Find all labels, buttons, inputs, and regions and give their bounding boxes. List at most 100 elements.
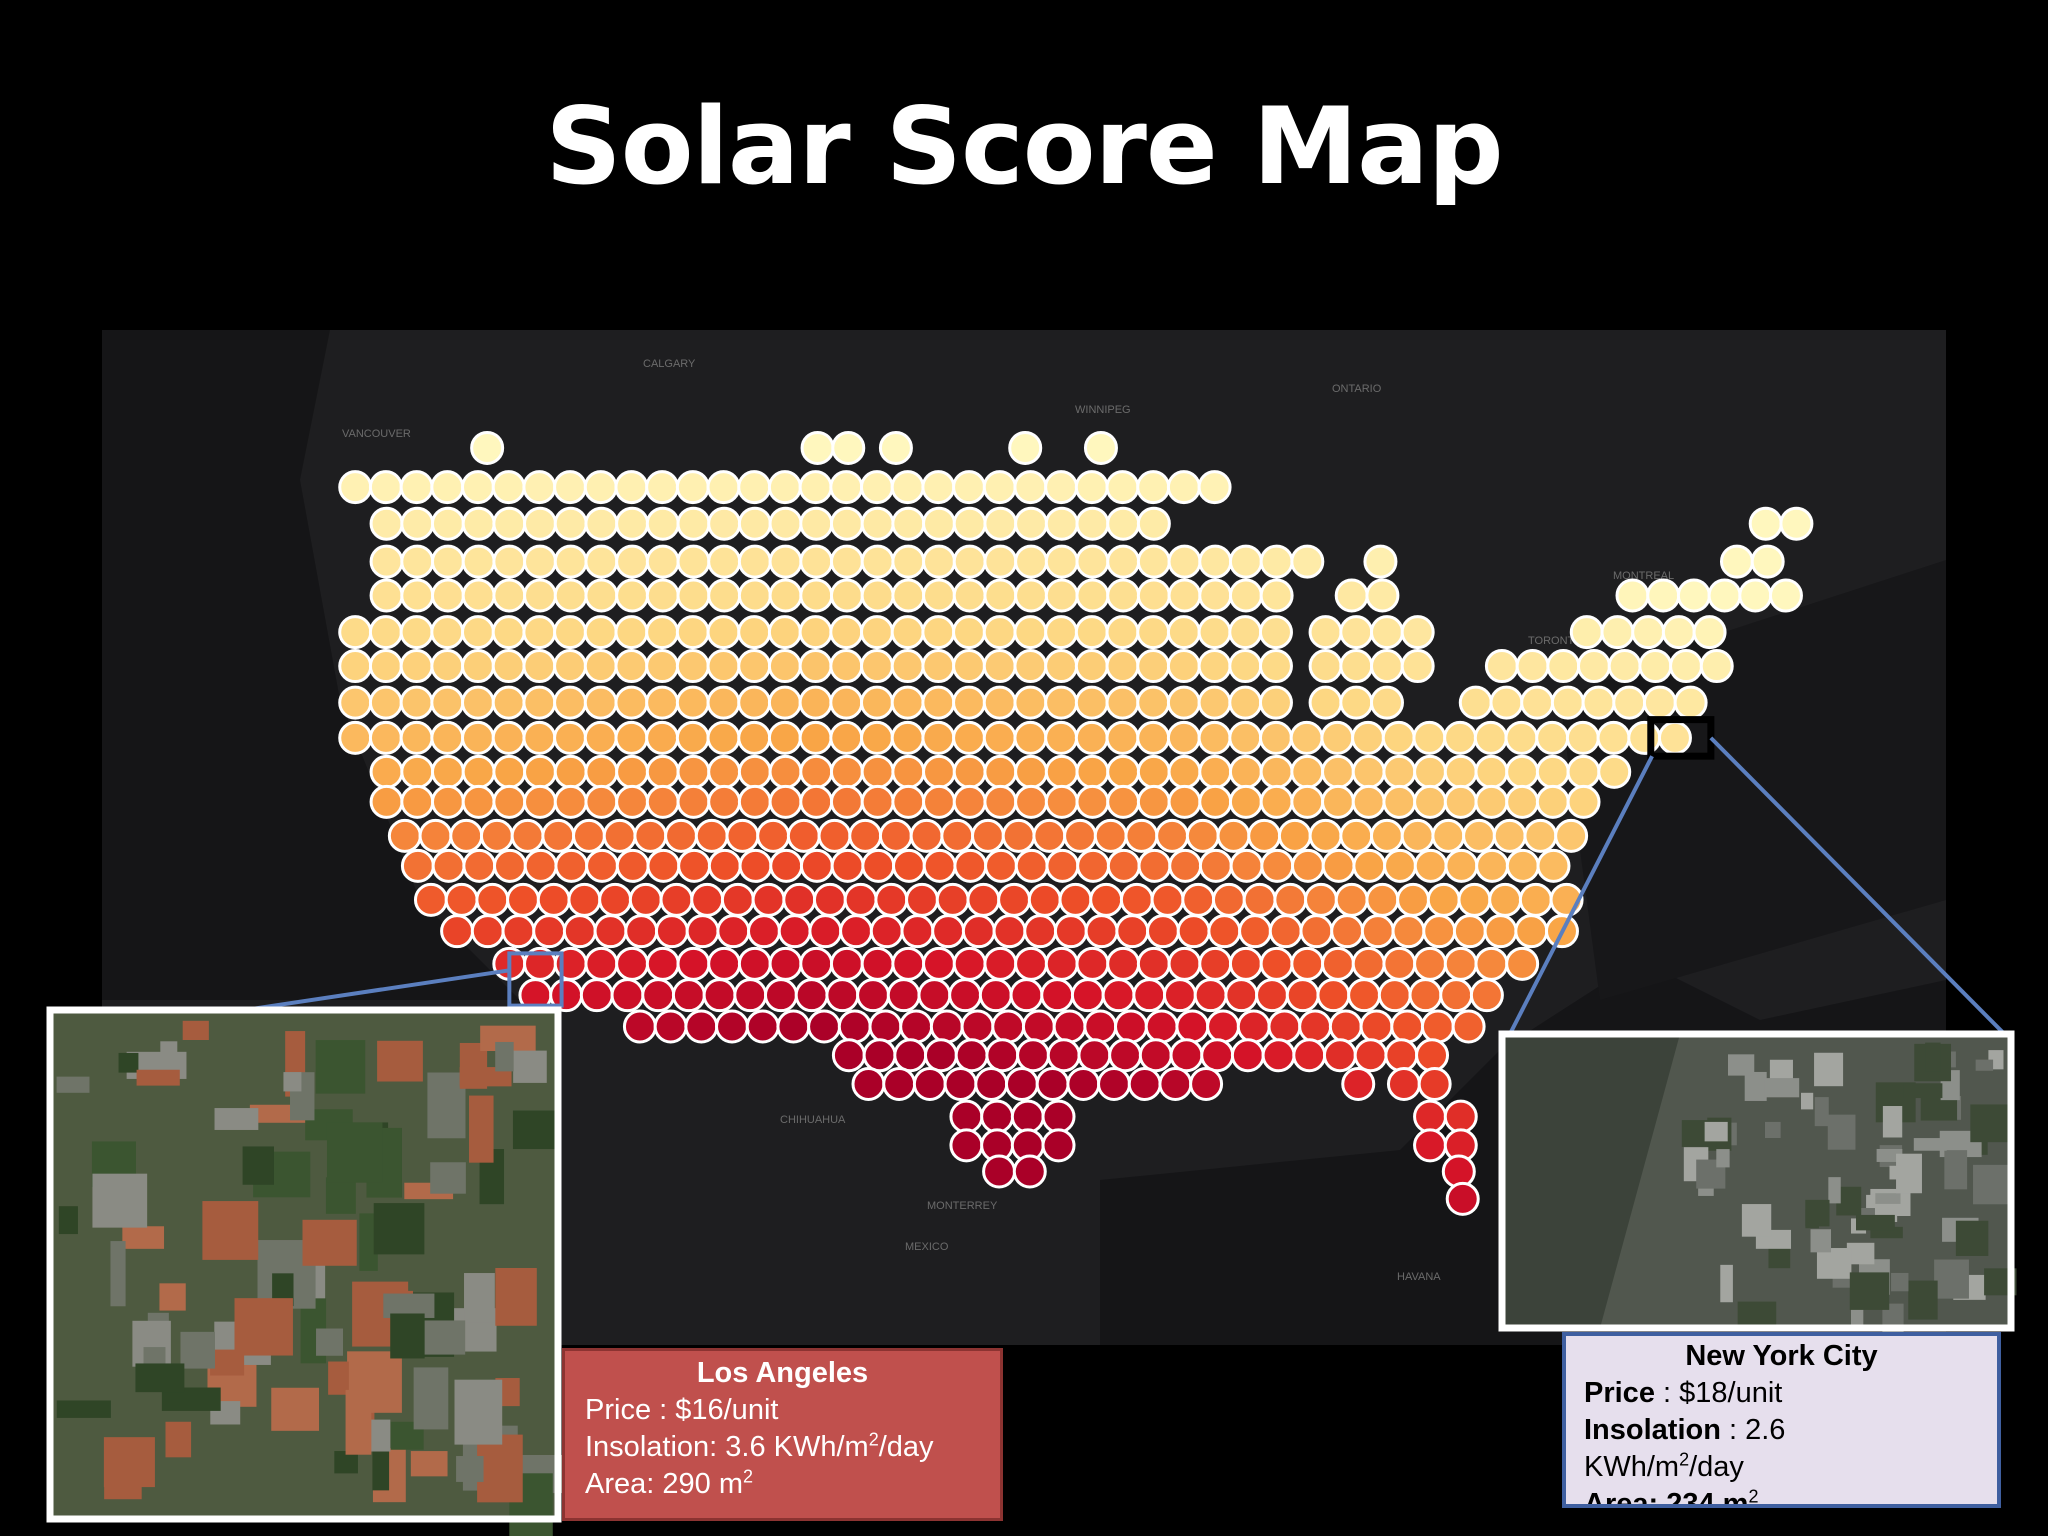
score-dot [553, 470, 588, 505]
score-dot [1230, 1038, 1265, 1073]
score-dot [900, 914, 935, 949]
score-dot [615, 578, 650, 613]
score-dot [430, 784, 465, 819]
aerial-feature [477, 1434, 523, 1503]
score-dot [831, 1038, 866, 1073]
score-dot [1162, 978, 1197, 1013]
score-dot [624, 914, 659, 949]
score-dot [1138, 1038, 1173, 1073]
aerial-feature [1814, 1097, 1829, 1127]
score-dot [1166, 720, 1201, 755]
score-dot [1136, 946, 1171, 981]
score-dot [1322, 1038, 1357, 1073]
score-dot [1439, 978, 1474, 1013]
la-insolation-sup: 2 [868, 1429, 879, 1450]
score-dot [675, 615, 710, 650]
score-dot [645, 720, 680, 755]
score-dot [430, 754, 465, 789]
score-dot [1198, 848, 1233, 883]
score-dot [460, 720, 495, 755]
score-dot [584, 506, 619, 541]
score-dot [1066, 1066, 1101, 1101]
score-dot [400, 848, 435, 883]
la-name: Los Angeles [696, 1357, 869, 1389]
score-dot [1014, 754, 1049, 789]
score-dot [553, 685, 588, 720]
score-dot [1488, 882, 1523, 917]
score-dot [1408, 978, 1443, 1013]
aerial-feature [1814, 1052, 1844, 1087]
score-dot [522, 720, 557, 755]
aerial-feature [1925, 1042, 1941, 1072]
score-dot [767, 470, 802, 505]
score-dot [584, 578, 619, 613]
score-dot [369, 578, 404, 613]
ny-price-label: Price [1584, 1377, 1655, 1409]
score-dot [1259, 544, 1294, 579]
score-dot [983, 578, 1018, 613]
score-dot [1242, 882, 1277, 917]
score-dot [1400, 649, 1435, 684]
aerial-feature [459, 1067, 512, 1087]
score-dot [491, 720, 526, 755]
score-dot [1320, 946, 1355, 981]
score-dot [1676, 578, 1711, 613]
score-dot [707, 578, 742, 613]
score-dot [338, 649, 373, 684]
score-dot [763, 978, 798, 1013]
score-dot [1084, 914, 1119, 949]
score-dot [523, 578, 558, 613]
score-dot [1339, 818, 1374, 853]
score-dot [1247, 818, 1282, 853]
score-dot [1077, 1038, 1112, 1073]
score-dot [890, 720, 925, 755]
score-dot [776, 1009, 811, 1044]
score-dot [541, 818, 576, 853]
score-dot [878, 430, 913, 465]
aerial-feature [1856, 1214, 1895, 1231]
score-dot [1021, 1009, 1056, 1044]
score-dot [1369, 615, 1404, 650]
score-dot [738, 848, 773, 883]
score-dot [369, 506, 404, 541]
score-dot [615, 946, 650, 981]
score-dot [645, 615, 680, 650]
score-dot [1457, 882, 1492, 917]
ny-frame [1498, 1030, 2015, 1332]
score-dot [860, 544, 895, 579]
score-dot [1013, 470, 1048, 505]
score-dot [940, 818, 975, 853]
aerial-feature [180, 1331, 215, 1369]
score-dot [1267, 1009, 1302, 1044]
score-dot [501, 914, 536, 949]
score-dot [492, 506, 527, 541]
score-dot [1420, 1009, 1455, 1044]
score-dot [676, 784, 711, 819]
aerial-feature [56, 1076, 90, 1093]
aerial-feature [1891, 1272, 1909, 1292]
score-dot [831, 430, 866, 465]
score-dot [583, 720, 618, 755]
score-dot [1422, 914, 1457, 949]
score-dot [523, 784, 558, 819]
score-dot [1518, 882, 1553, 917]
aerial-feature [513, 1050, 547, 1083]
score-dot [952, 946, 987, 981]
score-dot [492, 784, 527, 819]
score-dot [444, 882, 479, 917]
score-dot [523, 506, 558, 541]
score-dot [1089, 882, 1124, 917]
score-dot [684, 1009, 719, 1044]
score-dot [1417, 1066, 1452, 1101]
score-dot [1334, 578, 1369, 613]
score-dot [645, 578, 680, 613]
score-dot [1581, 685, 1616, 720]
score-dot [1505, 946, 1540, 981]
score-dot [737, 506, 772, 541]
score-dot [869, 914, 904, 949]
score-dot [1483, 914, 1518, 949]
score-dot [584, 946, 619, 981]
score-dot [1748, 506, 1783, 541]
